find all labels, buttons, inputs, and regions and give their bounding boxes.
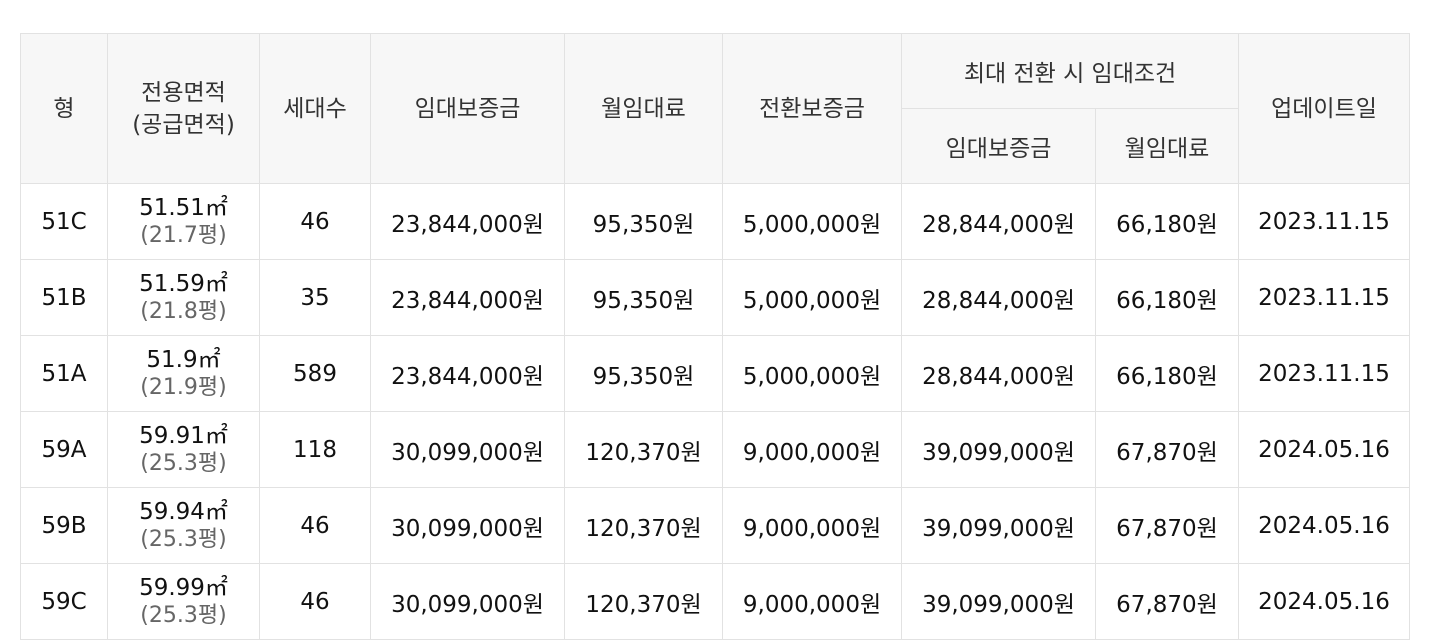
cell-area-exclusive: 59.94㎡ xyxy=(139,498,228,525)
cell-conversion-deposit: 9,000,000원 xyxy=(722,411,902,488)
cell-monthly-rent: 95,350원 xyxy=(564,335,723,412)
cell-households: 35 xyxy=(259,259,371,336)
cell-area-exclusive: 51.59㎡ xyxy=(139,270,228,297)
cell-monthly-rent: 120,370원 xyxy=(564,563,723,640)
cell-deposit: 23,844,000원 xyxy=(370,335,565,412)
cell-deposit: 30,099,000원 xyxy=(370,563,565,640)
cell-area: 51.9㎡ (21.9평) xyxy=(107,335,260,412)
cell-area-exclusive: 51.51㎡ xyxy=(139,194,228,221)
cell-conversion-deposit: 9,000,000원 xyxy=(722,487,902,564)
cell-households: 46 xyxy=(259,487,371,564)
header-area-line1: 전용면적 xyxy=(141,79,226,106)
header-monthly-rent: 월임대료 xyxy=(564,33,723,184)
cell-max-deposit: 28,844,000원 xyxy=(901,259,1096,336)
cell-max-monthly-rent: 66,180원 xyxy=(1095,335,1239,412)
cell-households: 589 xyxy=(259,335,371,412)
table-body: 51C 51.51㎡ (21.7평) 46 23,844,000원 95,350원 5,00… xyxy=(20,183,1410,640)
cell-max-monthly-rent: 67,870원 xyxy=(1095,563,1239,640)
cell-area-exclusive: 51.9㎡ xyxy=(146,346,221,373)
cell-max-monthly-rent: 66,180원 xyxy=(1095,183,1239,260)
header-type: 형 xyxy=(20,33,108,184)
header-row-2: 임대보증금 월임대료 xyxy=(21,108,1410,184)
cell-updated: 2023.11.15 xyxy=(1238,259,1410,336)
cell-deposit: 23,844,000원 xyxy=(370,259,565,336)
cell-area: 59.94㎡ (25.3평) xyxy=(107,487,260,564)
cell-area-supply: (25.3평) xyxy=(140,450,227,476)
cell-updated: 2024.05.16 xyxy=(1238,487,1410,564)
cell-area-supply: (21.8평) xyxy=(140,298,227,324)
table-row: 51C 51.51㎡ (21.7평) 46 23,844,000원 95,350원 5,00… xyxy=(20,183,1410,260)
table-row: 59A 59.91㎡ (25.3평) 118 30,099,000원 120,370원 9,… xyxy=(20,411,1410,488)
cell-type: 59B xyxy=(20,487,108,564)
cell-type: 59A xyxy=(20,411,108,488)
header-conversion-deposit: 전환보증금 xyxy=(722,33,902,184)
rental-conditions-table-container: 형 전용면적 (공급면적) 세대수 임대보증금 월임대료 전환보증금 최대 전환… xyxy=(20,33,1410,640)
cell-type: 59C xyxy=(20,563,108,640)
cell-area-supply: (25.3평) xyxy=(140,526,227,552)
header-max-deposit: 임대보증금 xyxy=(901,108,1096,184)
cell-households: 118 xyxy=(259,411,371,488)
cell-max-deposit: 39,099,000원 xyxy=(901,563,1096,640)
table-row: 51A 51.9㎡ (21.9평) 589 23,844,000원 95,350원 5,00… xyxy=(20,335,1410,412)
cell-conversion-deposit: 9,000,000원 xyxy=(722,563,902,640)
cell-deposit: 30,099,000원 xyxy=(370,411,565,488)
cell-area-exclusive: 59.91㎡ xyxy=(139,422,228,449)
cell-monthly-rent: 120,370원 xyxy=(564,411,723,488)
header-households: 세대수 xyxy=(259,33,371,184)
header-area-line2: (공급면적) xyxy=(132,111,235,138)
cell-type: 51B xyxy=(20,259,108,336)
cell-updated: 2023.11.15 xyxy=(1238,183,1410,260)
rental-conditions-table: 형 전용면적 (공급면적) 세대수 임대보증금 월임대료 전환보증금 최대 전환… xyxy=(20,33,1410,640)
cell-max-deposit: 28,844,000원 xyxy=(901,183,1096,260)
cell-area-supply: (25.3평) xyxy=(140,602,227,628)
cell-area: 59.99㎡ (25.3평) xyxy=(107,563,260,640)
cell-area-supply: (21.9평) xyxy=(140,374,227,400)
cell-conversion-deposit: 5,000,000원 xyxy=(722,183,902,260)
cell-area-exclusive: 59.99㎡ xyxy=(139,574,228,601)
table-header: 형 전용면적 (공급면적) 세대수 임대보증금 월임대료 전환보증금 최대 전환… xyxy=(20,33,1410,184)
header-updated: 업데이트일 xyxy=(1238,33,1410,184)
cell-monthly-rent: 120,370원 xyxy=(564,487,723,564)
cell-deposit: 23,844,000원 xyxy=(370,183,565,260)
cell-max-deposit: 39,099,000원 xyxy=(901,487,1096,564)
cell-updated: 2023.11.15 xyxy=(1238,335,1410,412)
cell-area: 59.91㎡ (25.3평) xyxy=(107,411,260,488)
table-row: 59C 59.99㎡ (25.3평) 46 30,099,000원 120,370원 9,0… xyxy=(20,563,1410,640)
cell-households: 46 xyxy=(259,563,371,640)
cell-max-monthly-rent: 67,870원 xyxy=(1095,411,1239,488)
cell-area: 51.51㎡ (21.7평) xyxy=(107,183,260,260)
header-max-conversion-group: 최대 전환 시 임대조건 xyxy=(901,33,1239,109)
table-row: 59B 59.94㎡ (25.3평) 46 30,099,000원 120,370원 9,0… xyxy=(20,487,1410,564)
cell-max-deposit: 28,844,000원 xyxy=(901,335,1096,412)
header-deposit: 임대보증금 xyxy=(370,33,565,184)
cell-deposit: 30,099,000원 xyxy=(370,487,565,564)
cell-area-supply: (21.7평) xyxy=(140,222,227,248)
header-area: 전용면적 (공급면적) xyxy=(107,33,260,184)
header-row-1: 형 전용면적 (공급면적) 세대수 임대보증금 월임대료 전환보증금 최대 전환… xyxy=(20,33,1410,184)
table-row: 51B 51.59㎡ (21.8평) 35 23,844,000원 95,350원 5,00… xyxy=(20,259,1410,336)
cell-max-monthly-rent: 66,180원 xyxy=(1095,259,1239,336)
cell-type: 51A xyxy=(20,335,108,412)
cell-updated: 2024.05.16 xyxy=(1238,563,1410,640)
cell-area: 51.59㎡ (21.8평) xyxy=(107,259,260,336)
cell-updated: 2024.05.16 xyxy=(1238,411,1410,488)
cell-max-monthly-rent: 67,870원 xyxy=(1095,487,1239,564)
header-max-monthly-rent: 월임대료 xyxy=(1095,108,1239,184)
cell-monthly-rent: 95,350원 xyxy=(564,259,723,336)
cell-households: 46 xyxy=(259,183,371,260)
cell-monthly-rent: 95,350원 xyxy=(564,183,723,260)
cell-type: 51C xyxy=(20,183,108,260)
cell-conversion-deposit: 5,000,000원 xyxy=(722,259,902,336)
cell-conversion-deposit: 5,000,000원 xyxy=(722,335,902,412)
cell-max-deposit: 39,099,000원 xyxy=(901,411,1096,488)
